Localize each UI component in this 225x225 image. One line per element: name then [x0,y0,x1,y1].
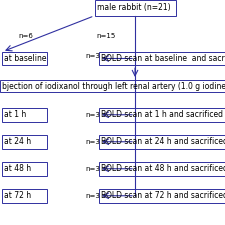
FancyBboxPatch shape [99,52,225,65]
Text: at 1 h: at 1 h [4,110,27,119]
Text: n=3: n=3 [86,139,100,145]
FancyBboxPatch shape [94,0,176,16]
FancyBboxPatch shape [99,108,225,122]
FancyBboxPatch shape [2,135,47,148]
Text: at 48 h: at 48 h [4,164,32,173]
Text: at 24 h: at 24 h [4,137,32,146]
Text: at baseline: at baseline [4,54,47,63]
FancyBboxPatch shape [99,135,225,148]
Text: bjection of iodixanol through left renal artery (1.0 g iodine/kg): bjection of iodixanol through left renal… [2,82,225,90]
FancyBboxPatch shape [2,162,47,176]
Text: BOLD scan at 1 h and sacrificed for hist: BOLD scan at 1 h and sacrificed for hist [101,110,225,119]
FancyBboxPatch shape [2,52,47,65]
Text: BOLD scan at baseline  and sacrificed fo: BOLD scan at baseline and sacrificed fo [101,54,225,63]
Text: male rabbit (n=21): male rabbit (n=21) [97,3,170,12]
Text: BOLD scan at 72 h and sacrificed for his: BOLD scan at 72 h and sacrificed for his [101,191,225,200]
FancyBboxPatch shape [99,189,225,202]
FancyBboxPatch shape [0,80,225,92]
Text: n=6: n=6 [18,33,33,39]
FancyBboxPatch shape [2,108,47,122]
Text: BOLD scan at 24 h and sacrificed for his: BOLD scan at 24 h and sacrificed for his [101,137,225,146]
Text: at 72 h: at 72 h [4,191,32,200]
Text: BOLD scan at 48 h and sacrificed for his: BOLD scan at 48 h and sacrificed for his [101,164,225,173]
Text: n=3: n=3 [86,166,100,172]
Text: n=3: n=3 [86,112,100,118]
Text: n=15: n=15 [97,33,116,39]
Text: n=3: n=3 [86,54,100,59]
FancyBboxPatch shape [99,162,225,176]
Text: n=3: n=3 [86,193,100,199]
FancyBboxPatch shape [2,189,47,202]
